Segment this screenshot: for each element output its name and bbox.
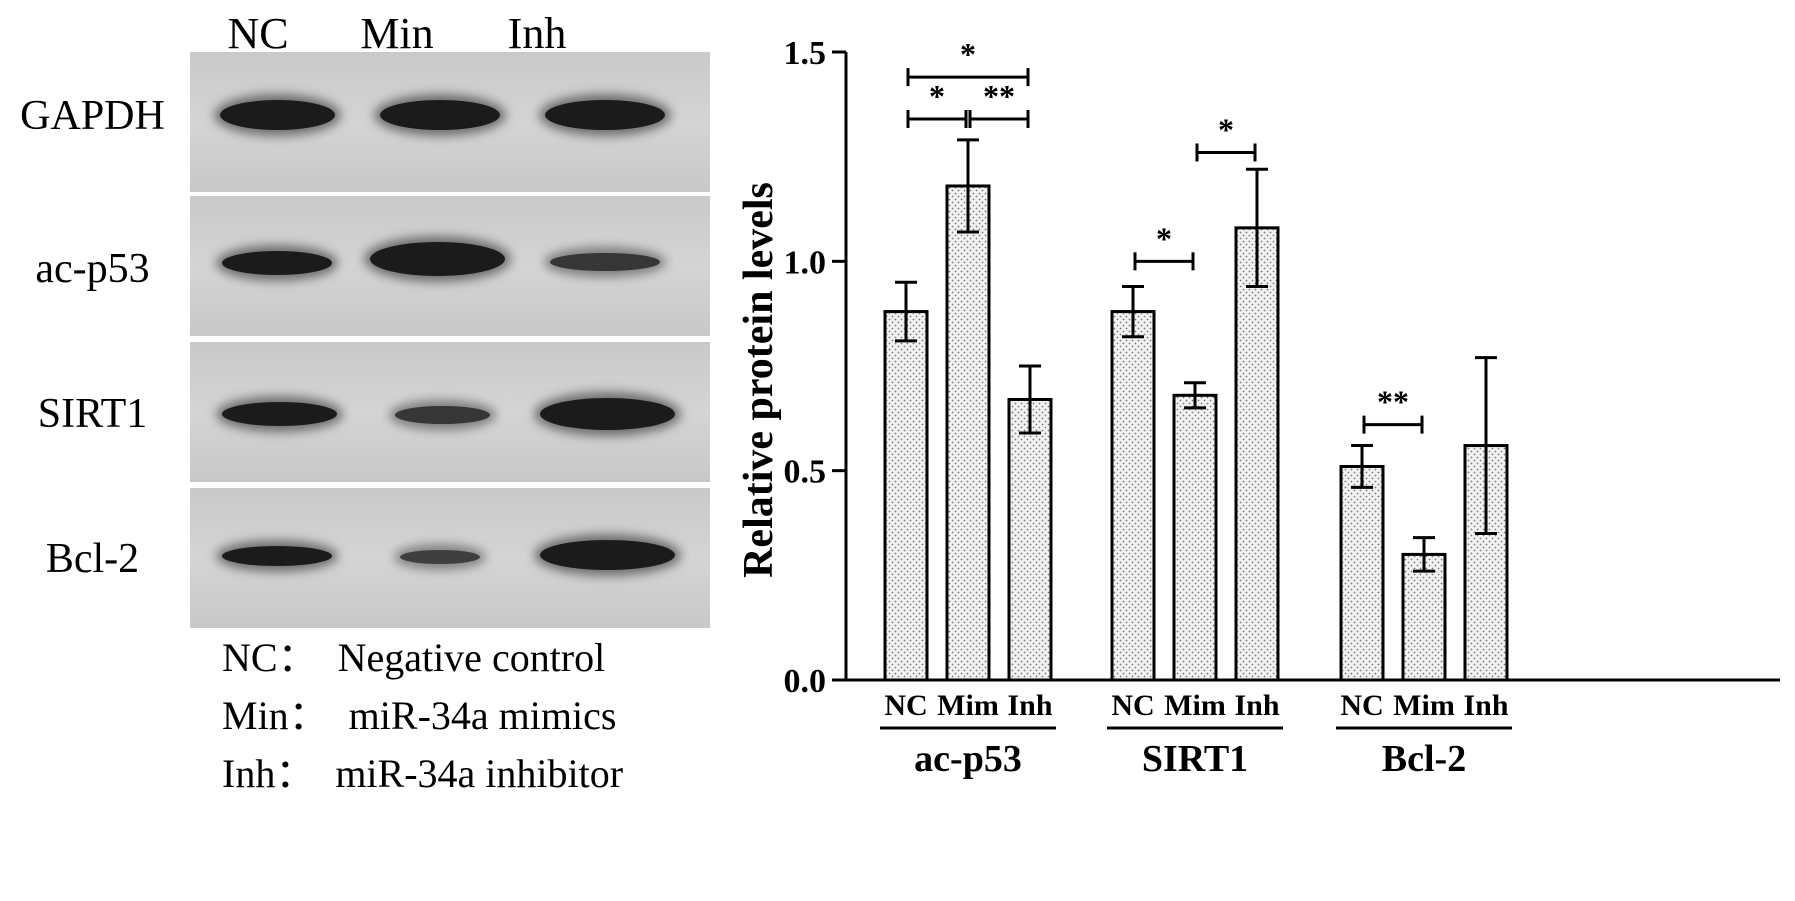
bar: [945, 184, 991, 682]
lane-label-min: Min: [360, 9, 434, 58]
band-gapdh-inh: [545, 100, 665, 130]
western-blot-panel: NC Min Inh GAPDH ac-p53 SIRT1 Bcl-2: [0, 0, 720, 901]
band-bcl-2-inh: [540, 540, 675, 570]
bar: [1234, 226, 1280, 682]
y-axis-label: Relative protein levels: [736, 182, 782, 578]
legend-inh: Inh： miR-34a inhibitor: [222, 751, 624, 796]
bar-chart: Relative protein levels 0.0 0.5 1.0 1.5 NC Mi…: [736, 35, 1780, 780]
lane-label-nc: NC: [227, 9, 289, 58]
band-ac-p53-inh: [550, 253, 660, 271]
bar: [1339, 464, 1385, 682]
group-label: ac-p53: [914, 738, 1022, 780]
band-sirt1-inh: [540, 398, 675, 430]
legend-nc: NC： Negative control: [222, 635, 606, 680]
blot-row-sirt1: [190, 342, 710, 482]
y-tick-label: 1.5: [784, 35, 827, 72]
band-sirt1-nc: [222, 402, 337, 426]
bar: [1007, 397, 1053, 682]
band-ac-p53-min: [370, 242, 505, 276]
y-tick-label: 0.5: [784, 454, 827, 491]
bar: [883, 310, 929, 682]
group-label: SIRT1: [1142, 738, 1248, 780]
significance-label: *: [1218, 111, 1234, 147]
band-sirt1-min: [395, 406, 490, 424]
legend-min: Min： miR-34a mimics: [222, 693, 617, 738]
x-tick-label: Mim: [937, 689, 999, 722]
blot-row-gapdh: [190, 52, 710, 192]
band-bcl-2-min: [400, 550, 480, 564]
bar: [1110, 310, 1156, 682]
x-tick-label: Inh: [1463, 689, 1508, 722]
significance-label: *: [1156, 220, 1172, 256]
x-tick-label: Mim: [1393, 689, 1455, 722]
significance-label: *: [960, 36, 976, 72]
x-tick-label: NC: [1340, 689, 1383, 722]
bar: [1172, 393, 1218, 682]
band-ac-p53-nc: [222, 251, 332, 275]
significance-label: **: [1377, 384, 1409, 420]
group-label: Bcl-2: [1382, 738, 1466, 780]
significance-label: *: [929, 78, 945, 114]
band-gapdh-nc: [220, 100, 335, 130]
blot-row-bcl-2: [190, 488, 710, 628]
blot-row-ac-p53: [190, 196, 710, 336]
band-gapdh-min: [380, 100, 500, 130]
bar: [1401, 552, 1447, 682]
x-tick-label: NC: [1111, 689, 1154, 722]
lane-label-inh: Inh: [507, 9, 567, 58]
band-bcl-2-nc: [222, 546, 332, 566]
y-tick-label: 1.0: [784, 244, 827, 281]
x-tick-label: Inh: [1234, 689, 1279, 722]
protein-label-bcl-2: Bcl-2: [45, 536, 140, 582]
x-tick-label: NC: [884, 689, 927, 722]
x-tick-label: Inh: [1007, 689, 1052, 722]
y-tick-label: 0.0: [784, 663, 827, 700]
protein-label-ac-p53: ac-p53: [35, 246, 150, 292]
x-tick-label: Mim: [1164, 689, 1226, 722]
protein-label-gapdh: GAPDH: [20, 93, 165, 139]
protein-label-sirt1: SIRT1: [37, 391, 148, 437]
significance-label: **: [983, 78, 1015, 114]
